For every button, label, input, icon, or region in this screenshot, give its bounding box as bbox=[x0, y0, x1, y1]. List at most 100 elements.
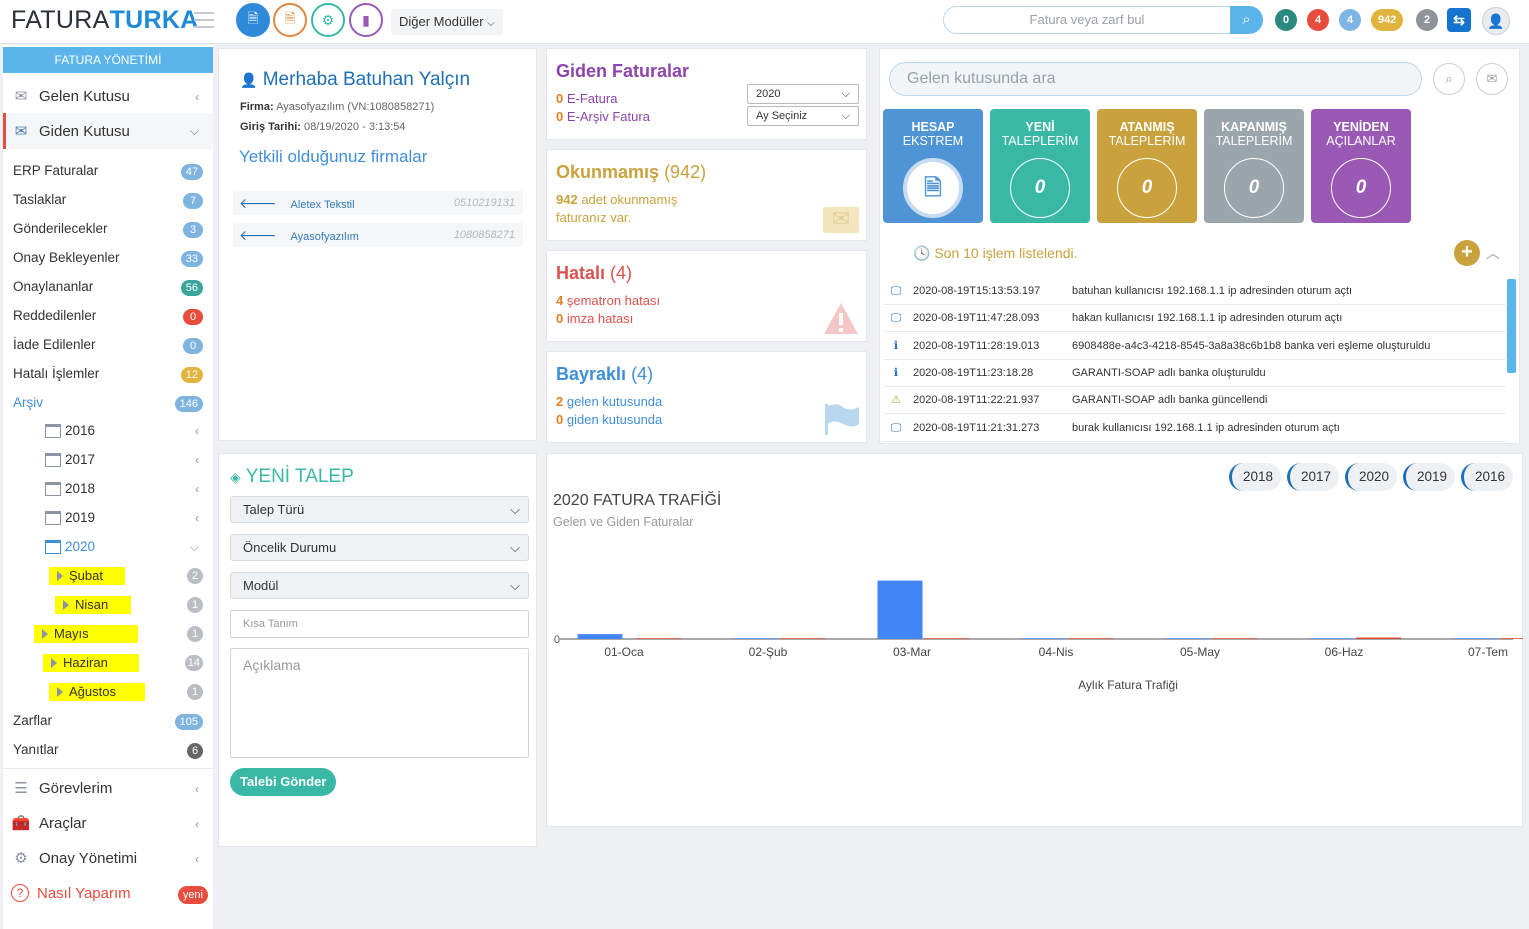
tile-label: YENİDEN bbox=[1333, 120, 1389, 134]
archive-year-item[interactable]: 2016 bbox=[45, 423, 95, 438]
year-filter-button[interactable]: 2018 bbox=[1229, 463, 1282, 491]
bar bbox=[1309, 638, 1355, 639]
sidebar: FATURA YÖNETİMİ ✉ Gelen Kutusu ‹ ✉ Giden K… bbox=[3, 45, 213, 929]
sidebar-item-zarflar[interactable]: Zarflar bbox=[13, 713, 53, 728]
inbox-icon[interactable]: ✉ bbox=[1476, 63, 1508, 95]
outgoing-title: Giden Faturalar bbox=[556, 61, 690, 81]
bar bbox=[877, 580, 923, 639]
chevron-left-icon[interactable]: ‹ bbox=[195, 453, 199, 467]
sidebar-item[interactable]: ERP Faturalar bbox=[13, 163, 99, 178]
chevron-down-icon[interactable]: ⌵ bbox=[189, 540, 199, 554]
efatura-link[interactable]: 0 E-Fatura bbox=[556, 91, 618, 106]
earsiv-link[interactable]: 0 E-Arşiv Fatura bbox=[556, 109, 650, 124]
notification-counter[interactable]: 4 bbox=[1307, 9, 1329, 31]
dashboard-tile[interactable]: YENİDEN AÇILANLAR 0 bbox=[1311, 109, 1411, 223]
search-icon[interactable]: ⌕ bbox=[1230, 6, 1263, 34]
sidebar-item[interactable]: Taslaklar bbox=[13, 192, 67, 207]
welcome-panel: 👤 Merhaba Batuhan Yalçın Firma: Ayasofya… bbox=[218, 48, 537, 441]
sidebar-item[interactable]: Hatalı İşlemler bbox=[13, 366, 100, 381]
sidebar-item-yanitlar[interactable]: Yanıtlar bbox=[13, 742, 59, 757]
chevron-left-icon[interactable]: ‹ bbox=[195, 482, 199, 496]
chevron-left-icon[interactable]: ‹ bbox=[195, 424, 199, 438]
dashboard-tile[interactable]: HESAP EKSTREM 🗎 bbox=[883, 109, 983, 223]
archive-year-item[interactable]: 2020 bbox=[45, 539, 95, 554]
menu-toggle-icon[interactable] bbox=[194, 12, 214, 28]
archive-month-item[interactable]: Ağustos bbox=[49, 683, 145, 701]
priority-select[interactable]: Öncelik Durumu ⌵ bbox=[230, 534, 529, 561]
search-icon[interactable]: ⌕ bbox=[1433, 63, 1465, 95]
description-textarea[interactable]: Açıklama bbox=[230, 648, 529, 758]
nav-gorevlerim[interactable]: ☰ Görevlerim bbox=[11, 779, 112, 798]
log-message: hakan kullanıcısı 192.168.1.1 ip adresin… bbox=[1072, 312, 1343, 325]
module-archive-icon[interactable]: 🗎 bbox=[273, 3, 307, 37]
archive-year-item[interactable]: 2019 bbox=[45, 510, 95, 525]
sidebar-item[interactable]: Onay Bekleyenler bbox=[13, 250, 120, 265]
monitor-icon: 🖵 bbox=[890, 285, 902, 297]
log-scrollbar[interactable] bbox=[1507, 279, 1516, 373]
count-badge: 0 bbox=[183, 338, 203, 354]
add-icon[interactable]: + bbox=[1454, 240, 1480, 266]
sidebar-item[interactable]: Arşiv bbox=[13, 395, 43, 410]
flag-icon bbox=[825, 404, 859, 435]
request-type-select[interactable]: Talep Türü ⌵ bbox=[230, 496, 529, 523]
archive-year-item[interactable]: 2017 bbox=[45, 452, 95, 467]
other-modules-dropdown[interactable]: Diğer Modüller ⌵ bbox=[391, 9, 503, 35]
dashboard-tile[interactable]: YENİ TALEPLERİM 0 bbox=[990, 109, 1090, 223]
chevron-up-icon[interactable]: ︿ bbox=[1486, 245, 1500, 261]
unread-panel[interactable]: Okunmamış (942) 942 adet okunmamış fatura… bbox=[546, 149, 867, 241]
chevron-left-icon[interactable]: ‹ bbox=[195, 511, 199, 525]
dashboard-tile[interactable]: KAPANMIŞ TALEPLERİM 0 bbox=[1204, 109, 1304, 223]
module-select[interactable]: Modül ⌵ bbox=[230, 572, 529, 599]
tile-count: 0 bbox=[1224, 158, 1284, 218]
year-filter-button[interactable]: 2020 bbox=[1345, 463, 1398, 491]
nav-inbox[interactable]: ✉ Gelen Kutusu bbox=[11, 87, 130, 106]
errors-panel[interactable]: Hatalı (4) 4 şematron hatası 0 imza hatas… bbox=[546, 250, 867, 342]
year-label: 2020 bbox=[65, 539, 96, 554]
notification-counter[interactable]: 942 bbox=[1371, 9, 1404, 31]
short-description-input[interactable]: Kısa Tanım bbox=[230, 610, 529, 638]
month-select[interactable]: Ay Seçiniz ⌵ bbox=[747, 106, 859, 126]
tasks-icon: ☰ bbox=[14, 780, 28, 797]
nav-onay-yonetimi[interactable]: ⚙ Onay Yönetimi bbox=[11, 849, 137, 868]
log-time: 2020-08-19T11:28:19.013 bbox=[913, 339, 1040, 352]
company-name: Ayasofyazılım bbox=[290, 231, 359, 243]
sidebar-item[interactable]: Gönderilecekler bbox=[13, 221, 108, 236]
year-select[interactable]: 2020 ⌵ bbox=[747, 84, 859, 104]
notification-counter[interactable]: 0 bbox=[1275, 9, 1297, 31]
notification-counter[interactable]: 4 bbox=[1339, 9, 1361, 31]
year-filter-button[interactable]: 2017 bbox=[1287, 463, 1340, 491]
count-badge: 146 bbox=[174, 396, 203, 412]
dashboard-tile[interactable]: ATANMIŞ TALEPLERİM 0 bbox=[1097, 109, 1197, 223]
archive-month-item[interactable]: Haziran bbox=[43, 654, 139, 672]
tag-icon: ◈ bbox=[230, 469, 241, 485]
chevron-down-icon[interactable]: ⌵ bbox=[189, 124, 199, 138]
company-row[interactable]: 🡐 Aletex Tekstil 0510219131 bbox=[233, 191, 523, 215]
sidebar-item[interactable]: Reddedilenler bbox=[13, 308, 97, 323]
nav-outbox[interactable]: ✉ Giden Kutusu bbox=[11, 122, 130, 141]
sidebar-item[interactable]: İade Edilenler bbox=[13, 337, 96, 352]
module-book-icon[interactable]: ▮ bbox=[349, 3, 383, 37]
company-row[interactable]: 🡐 Ayasofyazılım 1080858271 bbox=[233, 223, 523, 247]
archive-year-item[interactable]: 2018 bbox=[45, 481, 95, 496]
year-filter-button[interactable]: 2019 bbox=[1403, 463, 1456, 491]
global-search-input[interactable]: Fatura veya zarf bul bbox=[943, 6, 1231, 34]
teamviewer-icon[interactable]: ⇆ bbox=[1447, 8, 1471, 32]
module-invoice-icon[interactable]: 🗎 bbox=[236, 3, 270, 37]
nav-help[interactable]: ? Nasıl Yaparım bbox=[11, 884, 131, 902]
logo[interactable]: FATURATURKA bbox=[11, 6, 199, 34]
chevron-left-icon[interactable]: ‹ bbox=[195, 90, 199, 104]
flagged-panel[interactable]: Bayraklı (4) 2 gelen kutusunda 0 giden ku… bbox=[546, 351, 867, 443]
notification-counter[interactable]: 2 bbox=[1416, 9, 1438, 31]
sidebar-section-title: FATURA YÖNETİMİ bbox=[3, 47, 213, 73]
archive-month-item[interactable]: Şubat bbox=[49, 567, 125, 585]
year-filter-button[interactable]: 2016 bbox=[1461, 463, 1514, 491]
sidebar-item[interactable]: Onaylananlar bbox=[13, 279, 94, 294]
inbox-search-input[interactable]: Gelen kutusunda ara bbox=[889, 62, 1422, 96]
bar bbox=[780, 638, 825, 639]
archive-month-item[interactable]: Mayıs bbox=[34, 625, 138, 643]
nav-araclar[interactable]: 🧰 Araçlar bbox=[11, 814, 87, 833]
archive-month-item[interactable]: Nisan bbox=[55, 596, 131, 614]
submit-request-button[interactable]: Talebi Gönder bbox=[230, 768, 337, 796]
user-avatar-icon[interactable]: 👤 bbox=[1482, 7, 1510, 35]
module-network-icon[interactable]: ⚙ bbox=[311, 3, 345, 37]
